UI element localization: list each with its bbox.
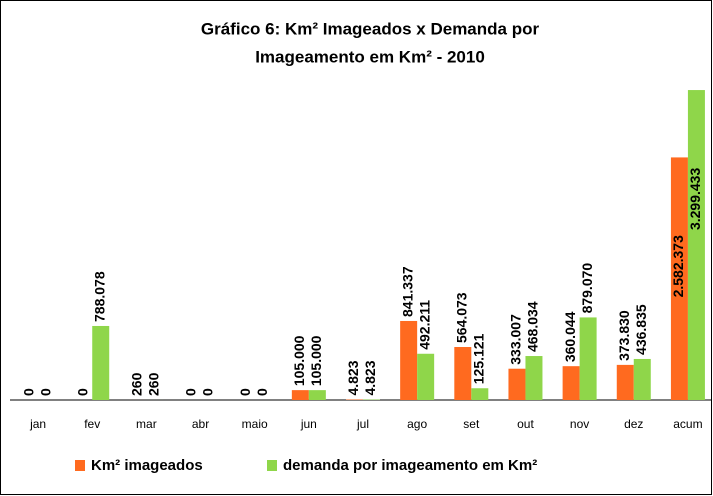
bar <box>471 388 489 400</box>
value-label: 436.835 <box>633 304 649 355</box>
chart-title: Gráfico 6: Km² Imageados x Demanda por <box>201 19 540 38</box>
bar <box>616 364 634 400</box>
bar <box>454 347 472 400</box>
bar <box>417 353 435 400</box>
chart-title: Imageamento em Km² - 2010 <box>255 47 485 66</box>
value-label: 0 <box>200 388 216 396</box>
bar <box>633 358 651 400</box>
bar <box>92 325 110 400</box>
value-label: 260 <box>129 372 145 396</box>
x-tick-label: out <box>517 417 534 431</box>
bar <box>508 368 526 400</box>
legend-label: Km² imageados <box>91 457 203 474</box>
value-label: 4.823 <box>362 360 378 395</box>
value-label: 2.582.373 <box>670 235 686 297</box>
x-tick-label: nov <box>570 417 589 431</box>
x-tick-label: jun <box>300 417 317 431</box>
value-label: 841.337 <box>399 266 415 317</box>
value-label: 4.823 <box>345 360 361 395</box>
value-label: 260 <box>146 372 162 396</box>
value-label: 492.211 <box>416 300 432 350</box>
bar <box>687 90 705 401</box>
value-label: 788.078 <box>91 271 107 322</box>
value-label: 0 <box>37 388 53 396</box>
legend-swatch <box>267 460 277 471</box>
value-label: 468.034 <box>525 301 541 352</box>
value-label: 0 <box>254 388 270 396</box>
bar <box>291 390 309 400</box>
x-tick-label: mar <box>136 417 157 431</box>
value-label: 0 <box>237 388 253 396</box>
x-tick-label: set <box>463 417 480 431</box>
bar <box>308 390 326 400</box>
legend-swatch <box>75 460 85 471</box>
x-tick-label: maio <box>242 417 268 431</box>
value-label: 333.007 <box>508 314 524 365</box>
x-tick-label: acum <box>673 417 702 431</box>
x-tick-label: dez <box>624 417 643 431</box>
value-label: 564.073 <box>454 292 470 343</box>
bar <box>562 366 580 400</box>
value-label: 105.000 <box>308 335 324 386</box>
legend-label: demanda por imageamento em Km² <box>283 457 537 474</box>
bar <box>400 320 418 400</box>
value-label: 360.044 <box>562 311 578 362</box>
x-tick-label: jan <box>29 417 46 431</box>
value-label: 0 <box>74 388 90 396</box>
value-label: 125.121 <box>471 333 487 384</box>
value-label: 879.070 <box>579 263 595 314</box>
value-label: 0 <box>183 388 199 396</box>
value-label: 105.000 <box>291 335 307 386</box>
value-label: 0 <box>20 388 36 396</box>
value-label: 3.299.433 <box>687 168 703 230</box>
x-tick-label: ago <box>407 417 427 431</box>
x-tick-label: abr <box>192 417 209 431</box>
value-label: 373.830 <box>616 310 632 361</box>
bar <box>579 317 597 400</box>
bar <box>525 356 543 400</box>
bar <box>670 157 688 400</box>
x-tick-label: fev <box>84 417 100 431</box>
x-tick-label: jul <box>356 417 369 431</box>
